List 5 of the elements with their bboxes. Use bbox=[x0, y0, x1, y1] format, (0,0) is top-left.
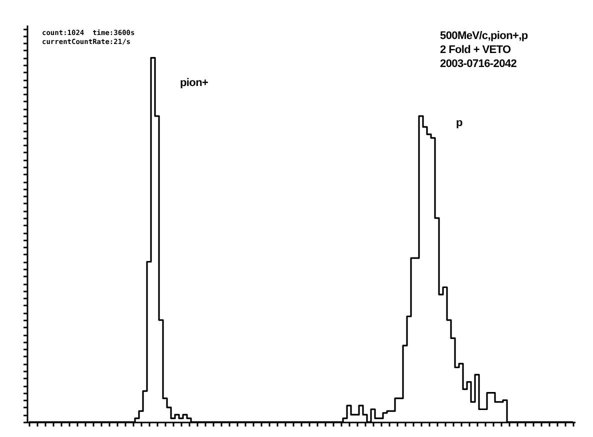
annotation: pion+ bbox=[180, 77, 208, 89]
annotation: p bbox=[456, 117, 462, 129]
text: 2 Fold + VETO bbox=[440, 44, 511, 56]
annotation: 2003-0716-2042 bbox=[440, 58, 517, 70]
text: 500MeV/c,pion+,p bbox=[440, 30, 528, 42]
